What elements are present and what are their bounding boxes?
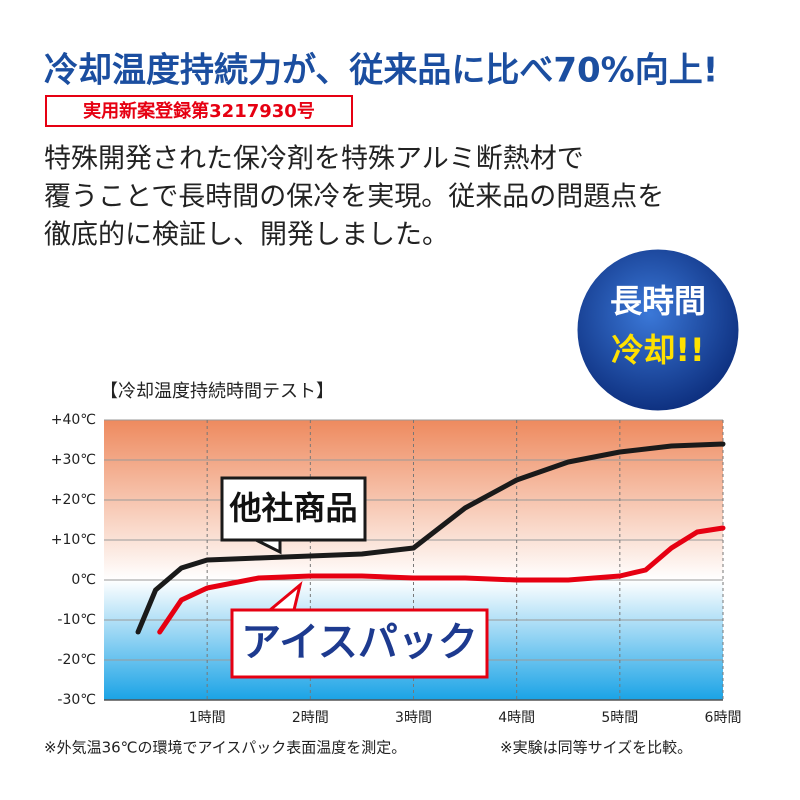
y-tick-label: -30℃ [57,692,96,708]
y-tick-label: +30℃ [51,452,96,468]
y-tick-label: 0℃ [71,572,96,588]
x-tick-label: 6時間 [705,710,742,726]
legend-box [230,608,489,679]
chart-title: 【冷却温度持続時間テスト】 [100,381,334,402]
badge-text: 冷却!! [611,331,704,369]
x-tick-label: 2時間 [292,710,329,726]
footnote: ※実験は同等サイズを比較。 [500,739,692,757]
callout-pointer [255,538,282,555]
series-line [157,525,726,635]
description: 徹底的に検証し、開発しました。 [44,220,449,251]
y-tick-label: +10℃ [51,532,96,548]
headline: 冷却温度持続力が、従来品に比べ70%向上! [44,51,718,91]
y-tick-label: -20℃ [57,652,96,668]
footnote: ※外気温36℃の環境でアイスパック表面温度を測定。 [44,739,406,757]
series-line [135,441,726,635]
registration-box [45,95,353,127]
x-tick-label: 5時間 [601,710,638,726]
registration: 実用新案登録第3217930号 [83,100,315,122]
y-tick-label: -10℃ [57,612,96,628]
description: 特殊開発された保冷剤を特殊アルミ断熱材で [44,144,584,175]
legend-label: 他社商品 [228,489,357,527]
y-tick-label: +40℃ [51,412,96,428]
y-tick-label: +20℃ [51,492,96,508]
badge-text: 長時間 [610,282,706,320]
legend-box [220,476,367,542]
callout-pointer [269,580,303,612]
legend-label: アイスパック [241,620,478,666]
badge [574,246,742,414]
description: 覆うことで長時間の保冷を実現。従来品の問題点を [44,182,664,213]
x-tick-label: 1時間 [189,710,226,726]
x-tick-label: 3時間 [395,710,432,726]
x-tick-label: 4時間 [498,710,535,726]
